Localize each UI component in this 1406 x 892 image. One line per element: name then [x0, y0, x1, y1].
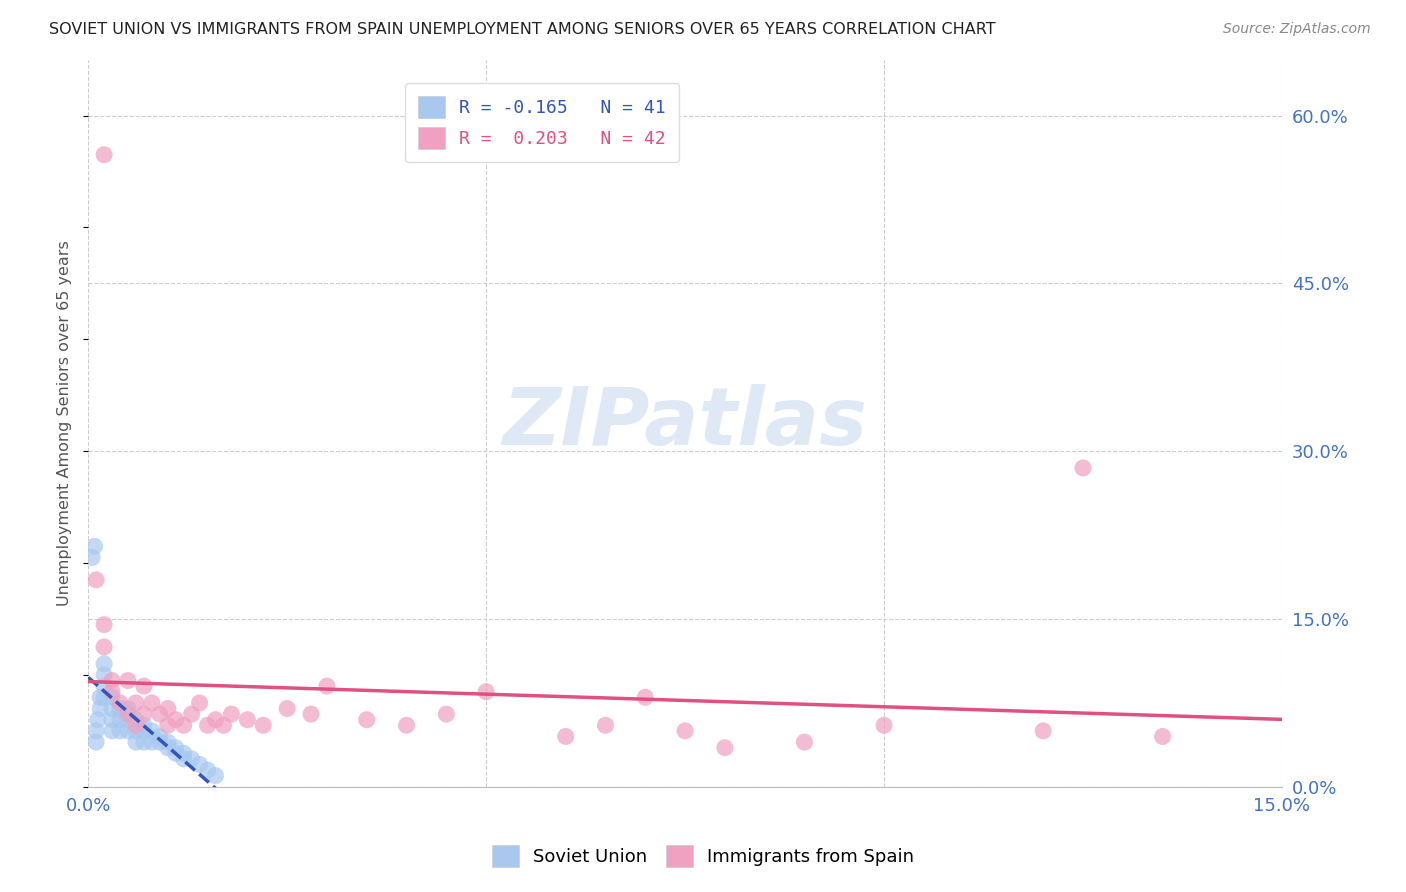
Point	[117, 673, 139, 688]
Point	[117, 707, 139, 722]
Point	[101, 690, 124, 705]
Point	[83, 539, 105, 553]
Point	[204, 769, 226, 783]
Point	[1152, 730, 1174, 744]
Point	[149, 707, 172, 722]
Point	[117, 701, 139, 715]
Point	[93, 617, 115, 632]
Point	[1071, 461, 1094, 475]
Point	[252, 718, 274, 732]
Point	[188, 696, 211, 710]
Point	[101, 673, 124, 688]
Point	[108, 723, 131, 738]
Point	[299, 707, 322, 722]
Legend: Soviet Union, Immigrants from Spain: Soviet Union, Immigrants from Spain	[485, 838, 921, 874]
Point	[173, 718, 195, 732]
Point	[132, 735, 155, 749]
Point	[132, 718, 155, 732]
Point	[125, 718, 148, 732]
Point	[714, 740, 737, 755]
Point	[156, 718, 179, 732]
Point	[173, 752, 195, 766]
Point	[316, 679, 339, 693]
Point	[1032, 723, 1054, 738]
Point	[149, 730, 172, 744]
Point	[180, 752, 202, 766]
Point	[873, 718, 896, 732]
Point	[108, 701, 131, 715]
Point	[84, 735, 107, 749]
Point	[236, 713, 259, 727]
Point	[554, 730, 576, 744]
Point	[101, 713, 124, 727]
Point	[634, 690, 657, 705]
Point	[221, 707, 243, 722]
Point	[84, 723, 107, 738]
Point	[434, 707, 457, 722]
Point	[197, 763, 219, 777]
Point	[132, 707, 155, 722]
Legend: R = -0.165   N = 41, R =  0.203   N = 42: R = -0.165 N = 41, R = 0.203 N = 42	[405, 83, 679, 161]
Point	[188, 757, 211, 772]
Point	[793, 735, 815, 749]
Point	[93, 147, 115, 161]
Point	[165, 713, 187, 727]
Text: ZIPatlas: ZIPatlas	[502, 384, 868, 462]
Point	[125, 696, 148, 710]
Point	[204, 713, 226, 727]
Point	[86, 713, 108, 727]
Point	[93, 690, 115, 705]
Point	[101, 701, 124, 715]
Point	[101, 723, 124, 738]
Point	[165, 746, 187, 760]
Y-axis label: Unemployment Among Seniors over 65 years: Unemployment Among Seniors over 65 years	[58, 240, 72, 606]
Point	[125, 735, 148, 749]
Point	[132, 723, 155, 738]
Point	[125, 713, 148, 727]
Point	[156, 740, 179, 755]
Point	[475, 684, 498, 698]
Point	[89, 690, 111, 705]
Point	[149, 735, 172, 749]
Point	[141, 735, 163, 749]
Point	[212, 718, 235, 732]
Point	[82, 550, 104, 565]
Point	[108, 696, 131, 710]
Text: Source: ZipAtlas.com: Source: ZipAtlas.com	[1223, 22, 1371, 37]
Point	[395, 718, 418, 732]
Point	[93, 640, 115, 654]
Point	[180, 707, 202, 722]
Point	[93, 657, 115, 671]
Point	[156, 735, 179, 749]
Point	[117, 723, 139, 738]
Point	[108, 713, 131, 727]
Point	[156, 701, 179, 715]
Point	[117, 713, 139, 727]
Point	[93, 679, 115, 693]
Point	[276, 701, 298, 715]
Point	[84, 573, 107, 587]
Point	[101, 684, 124, 698]
Point	[595, 718, 617, 732]
Point	[356, 713, 378, 727]
Point	[673, 723, 696, 738]
Point	[132, 679, 155, 693]
Point	[141, 696, 163, 710]
Point	[197, 718, 219, 732]
Point	[125, 723, 148, 738]
Point	[141, 723, 163, 738]
Point	[89, 701, 111, 715]
Point	[93, 668, 115, 682]
Point	[165, 740, 187, 755]
Text: SOVIET UNION VS IMMIGRANTS FROM SPAIN UNEMPLOYMENT AMONG SENIORS OVER 65 YEARS C: SOVIET UNION VS IMMIGRANTS FROM SPAIN UN…	[49, 22, 995, 37]
Point	[173, 746, 195, 760]
